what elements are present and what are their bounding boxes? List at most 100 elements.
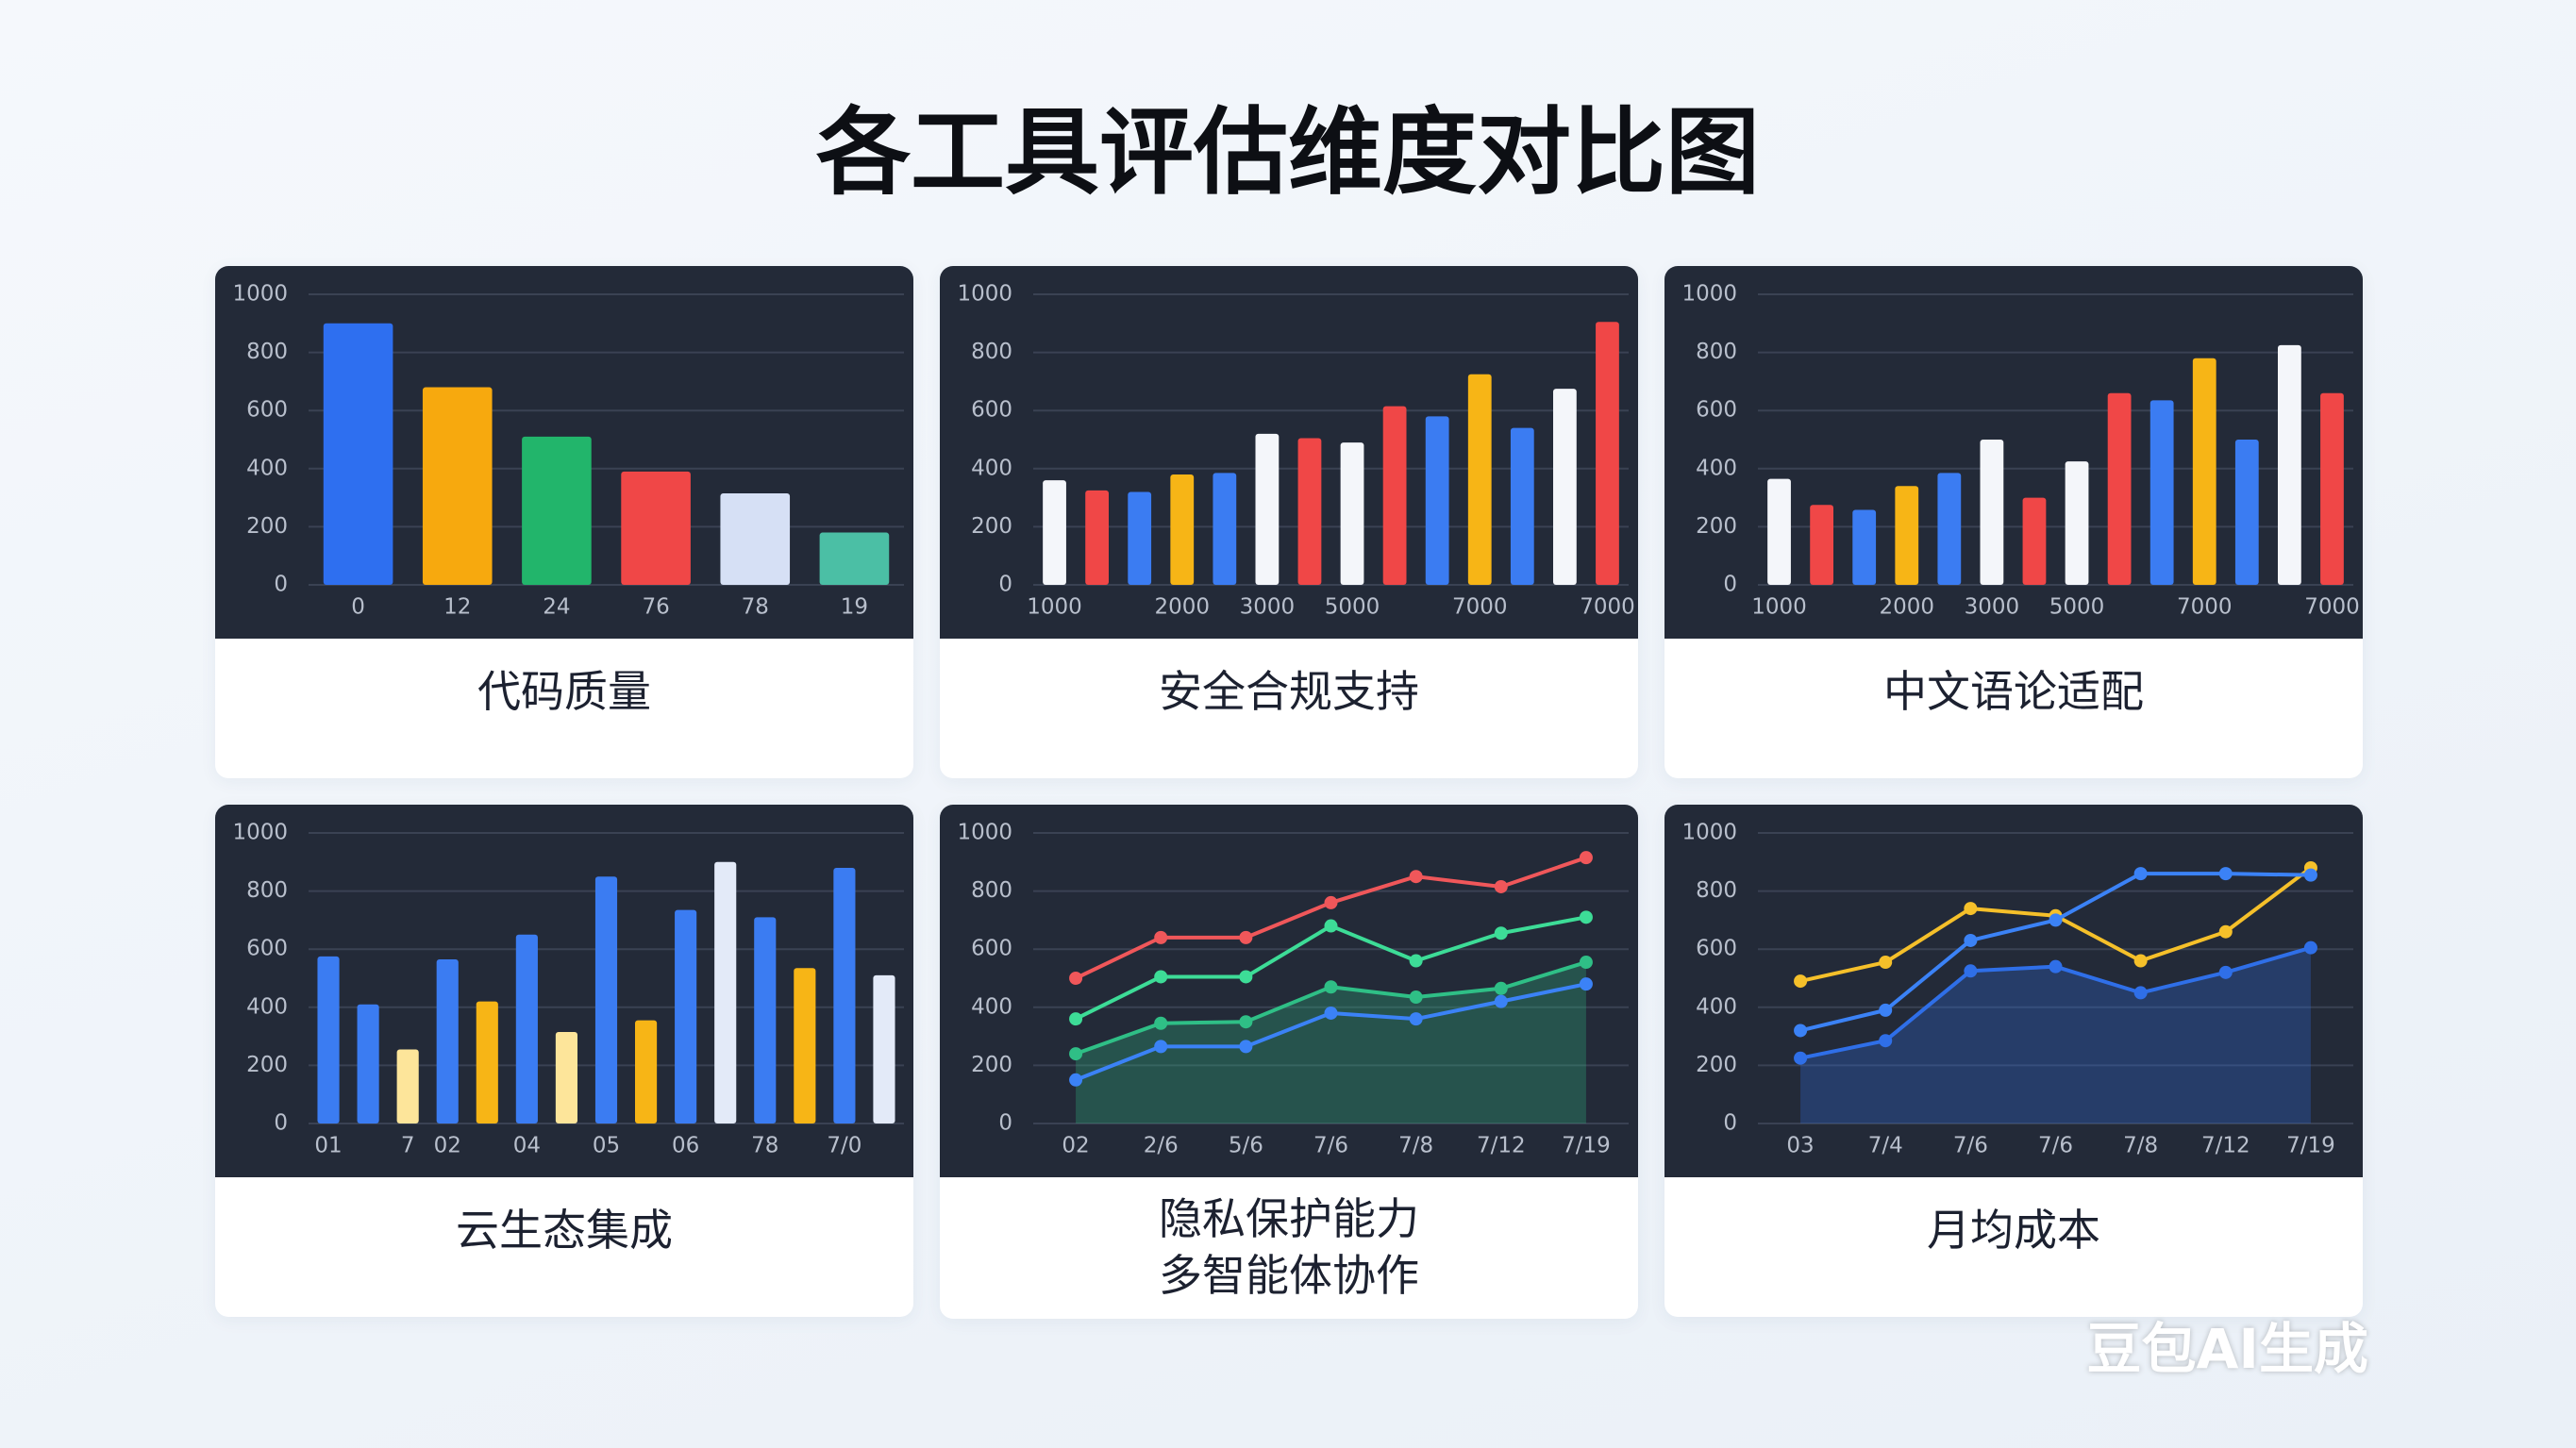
point [1494,879,1508,893]
bar [2022,497,2047,585]
x-tick-label: 7/12 [1477,1134,1526,1158]
x-tick-label: 7000 [1580,595,1635,620]
y-tick-label: 400 [971,456,1012,480]
bar [833,867,856,1123]
bar [1043,480,1066,585]
chart: 0 200 400 600 800 1000 02 2/6 5/6 7/6 7/8 7/12 7/19 [940,805,1638,1177]
x-tick-label: 3000 [1240,595,1296,620]
point [1239,930,1253,944]
point [1579,910,1593,924]
watermark: 豆包AI生成 [2086,1317,2368,1381]
point [1794,1024,1808,1038]
chart-caption: 云生态集成 [215,1177,913,1258]
bar [2107,392,2132,585]
point [1154,1016,1168,1030]
y-tick-label: 800 [971,340,1012,364]
x-tick-label: 7/19 [1562,1134,1611,1158]
point [2218,867,2233,881]
point [1964,964,1978,978]
point [2133,986,2148,1000]
point [1239,1040,1253,1054]
x-tick-label: 2/6 [1144,1134,1179,1158]
bar [1510,427,1534,585]
point [1324,895,1338,909]
bar [2065,461,2089,585]
bar [1297,438,1322,585]
bar [1128,491,1152,585]
bar [714,861,737,1123]
page-title: 各工具评估维度对比图 [816,97,1760,208]
y-tick-label: 400 [1696,994,1737,1019]
bar [2234,440,2259,585]
x-tick-label: 3000 [1965,595,2020,620]
y-tick-label: 200 [246,1053,288,1077]
y-tick-label: 1000 [957,821,1012,845]
point [1409,990,1423,1005]
y-tick-label: 200 [246,514,288,539]
y-tick-label: 0 [1723,1111,1737,1136]
point [1154,930,1168,944]
y-tick-label: 600 [1696,398,1737,423]
bar [555,1031,578,1123]
x-tick-label: 76 [642,595,669,620]
x-tick-label: 7/19 [2286,1134,2335,1158]
bar [621,471,691,585]
chart: 0 200 400 600 800 1000 01 7 02 04 05 06 78 7/0 [215,805,913,1177]
x-tick-label: 5000 [1325,595,1380,620]
x-tick-label: 7/6 [2038,1134,2073,1158]
chart-card: 0 200 400 600 800 1000 0 12 24 76 78 19 代码质量 [215,266,913,778]
point [1579,956,1593,970]
bar [1255,433,1280,585]
y-tick-label: 1000 [1681,821,1737,845]
chart-card: 0 200 400 600 800 1000 1000 2000 3000 5000 7000 700… [1664,266,2363,778]
chart-title: 云生态集成 [456,1205,673,1256]
y-tick-label: 0 [998,1111,1012,1136]
y-tick-label: 0 [998,573,1012,597]
point [2218,924,2233,939]
x-tick-label: 7/4 [1868,1134,1903,1158]
x-tick-label: 7/6 [1313,1134,1348,1158]
x-tick-label: 02 [1062,1134,1089,1158]
chart-background [1664,805,2363,1177]
bar [2149,400,2174,585]
y-tick-label: 1000 [232,282,288,307]
y-tick-label: 400 [1696,456,1737,480]
point [1879,1034,1893,1048]
point [1154,1040,1168,1054]
point [1964,902,1978,916]
chart-title: 安全合规支持 [1159,666,1419,717]
point [1409,1012,1423,1026]
chart-title: 中文语论适配 [1883,666,2144,717]
bar [1895,486,1919,585]
bar [1810,505,1834,585]
chart: 0 200 400 600 800 1000 1000 2000 3000 5000 7000 700… [940,266,1638,639]
y-tick-label: 0 [274,1111,288,1136]
y-tick-label: 800 [246,340,288,364]
x-tick-label: 1000 [1751,595,1807,620]
x-tick-label: 5/6 [1229,1134,1263,1158]
bar [1767,478,1791,585]
x-tick-label: 7/12 [2201,1134,2250,1158]
y-tick-label: 600 [1696,937,1737,961]
x-tick-label: 2000 [1154,595,1210,620]
bar [594,876,618,1123]
x-tick-label: 7/0 [827,1134,861,1158]
bar [720,492,791,585]
x-tick-label: 12 [443,595,471,620]
point [2133,867,2148,881]
y-tick-label: 1000 [1681,282,1737,307]
y-tick-label: 400 [246,456,288,480]
chart-card: 0 200 400 600 800 1000 03 7/4 7/6 7/6 7/8 7/12 7/19 月… [1664,805,2363,1317]
x-tick-label: 7/8 [2123,1134,2158,1158]
bar [1552,389,1577,585]
chart-caption: 代码质量 [215,639,913,720]
x-tick-label: 7000 [2304,595,2360,620]
y-tick-label: 200 [971,514,1012,539]
bar [422,387,493,585]
x-tick-label: 7/8 [1398,1134,1433,1158]
chart: 0 200 400 600 800 1000 03 7/4 7/6 7/6 7/8 7/12 7/19 [1664,805,2363,1177]
point [1069,1073,1083,1087]
bar [1937,473,1962,585]
bar [323,323,393,585]
y-tick-label: 1000 [957,282,1012,307]
